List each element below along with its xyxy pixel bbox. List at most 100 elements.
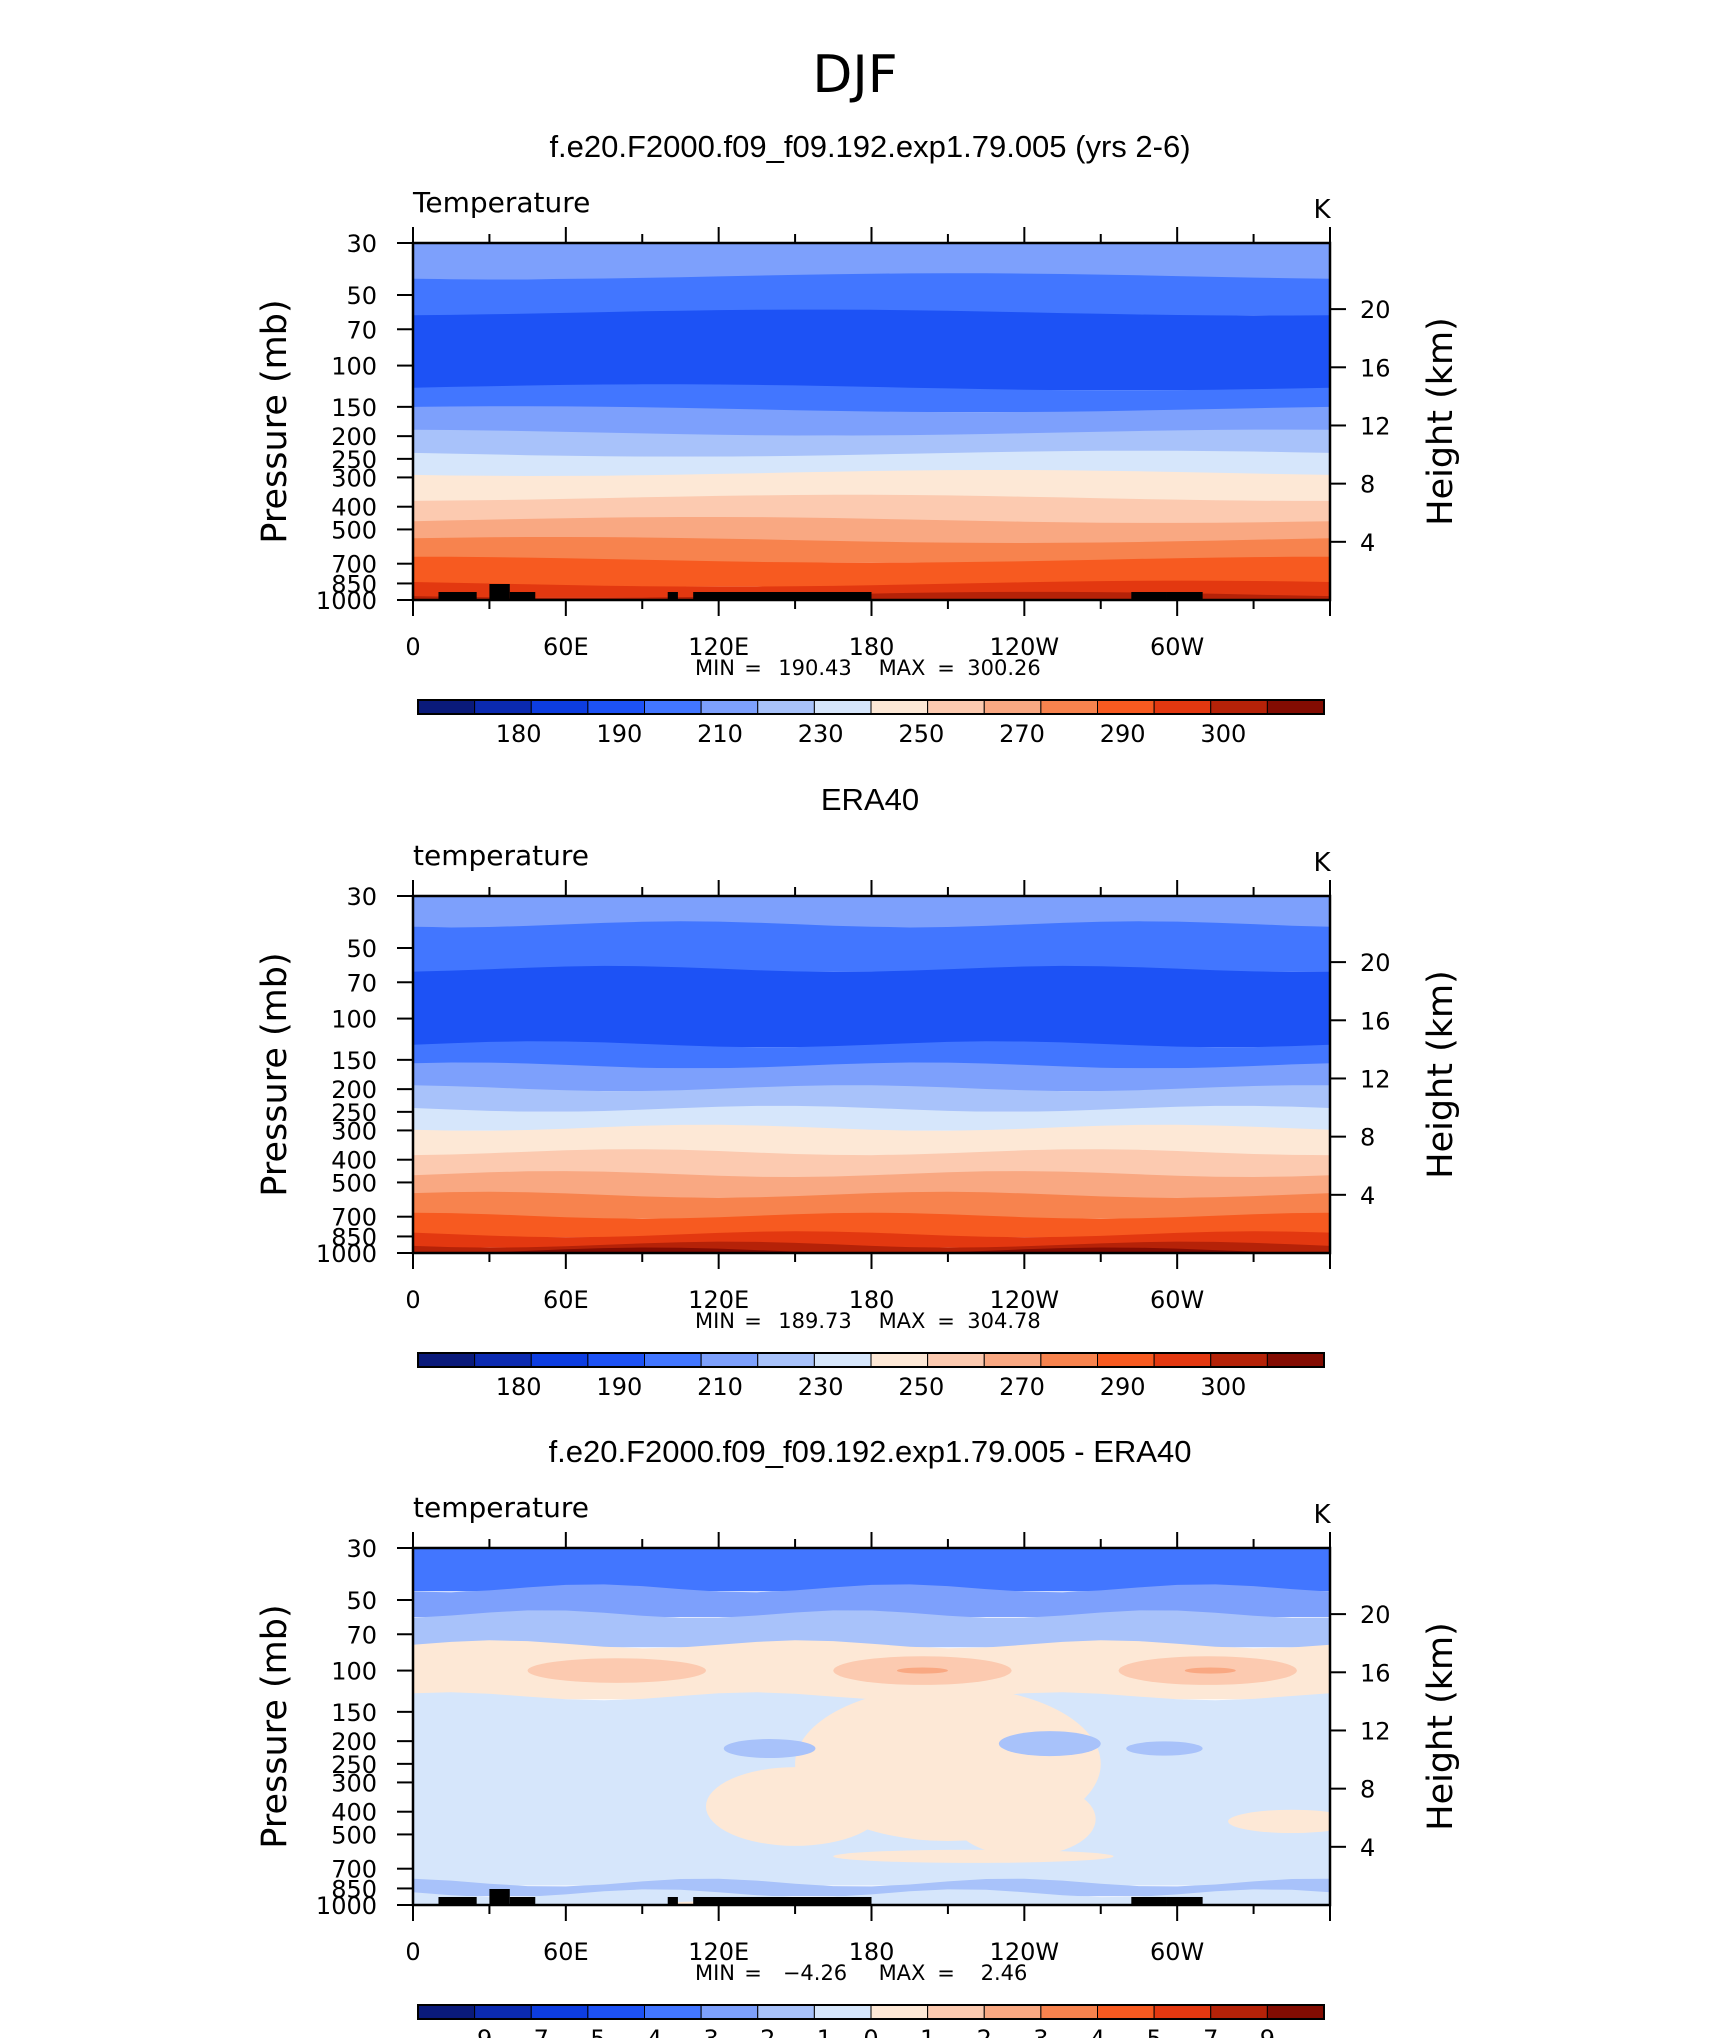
colorbar-swatch [1153,699,1212,715]
colorbar-swatch [927,699,985,715]
equals-sign: = [744,1309,762,1333]
y-tick-label: 850 [331,570,377,598]
colorbar-swatch [1040,1352,1098,1368]
equals-sign: = [937,1309,955,1333]
panel-3-difference: f.e20.F2000.f09_f09.192.exp1.79.005 - ER… [255,1434,1461,2038]
x-tick-label: 60W [1150,1286,1204,1314]
contour-band [413,517,1330,543]
colorbar-swatch [700,699,759,715]
x-tick-label: 180 [849,1938,895,1966]
topography-mask [489,584,510,600]
colorbar-swatch [1210,1352,1268,1368]
colorbar-swatch [474,2004,532,2020]
plot-area [413,243,1330,600]
colorbar-label: −9 [457,2025,492,2038]
y-tick-label: 50 [346,935,377,963]
colorbar-label: −1 [797,2025,832,2038]
colorbar-swatch [1153,2004,1212,2020]
max-value: 300.26 [967,656,1040,680]
x-tick-label: 180 [849,1286,895,1314]
max-label: MAX [879,1309,926,1333]
colorbar-swatch [1210,2004,1268,2020]
panel-title: ERA40 [821,782,919,817]
colorbar-label: 4 [1090,2025,1105,2038]
colorbar-swatch [1097,2004,1155,2020]
colorbar-swatch [1266,699,1325,715]
y2-tick-label: 12 [1360,1065,1391,1093]
y-tick-label: 700 [331,1204,377,1232]
contour-band [413,921,1330,972]
topography-mask [1166,1897,1203,1905]
y-tick-label: 150 [331,394,377,422]
contour-blob [705,1767,885,1846]
topography-mask [1131,592,1167,600]
topography-mask [438,1897,477,1905]
contour-band [413,1610,1330,1648]
equals-sign: = [744,656,762,680]
y2-tick-label: 12 [1360,412,1391,440]
colorbar-label: −4 [627,2025,662,2038]
y-tick-label: 50 [346,282,377,310]
contour-band [413,556,1330,587]
topography-mask [693,1897,872,1905]
max-value: 304.78 [967,1309,1040,1333]
colorbar-label: 270 [999,1373,1045,1401]
min-value: 189.73 [778,1309,851,1333]
colorbar-swatch [417,699,476,715]
colorbar-swatch [644,2004,702,2020]
topography-mask [509,592,536,600]
y-tick-label: 400 [331,1799,377,1827]
panel-2-era40: ERA40 temperature K 0 60E 120E 180 120W 60W 30 50 7… [255,782,1461,1401]
contour-blob [833,1849,1114,1863]
y-tick-label: 1000 [316,1892,377,1920]
y-tick-label: 1000 [316,587,377,615]
contour-band [413,1212,1330,1238]
colorbar-swatch [983,1352,1042,1368]
colorbar-swatch [474,1352,532,1368]
y-axis-title: Pressure (mb) [255,1604,295,1848]
colorbar-swatch [530,2004,589,2020]
colorbar-frame [417,699,1325,715]
x-tick-label: 120W [990,1286,1060,1314]
colorbar-swatch [927,2004,985,2020]
min-value: 190.43 [778,656,851,680]
contour-blob [1184,1667,1236,1674]
topography-mask [667,1897,678,1905]
colorbar-label: 250 [898,720,944,748]
colorbar-label: 190 [596,1373,642,1401]
colorbar-label: 290 [1100,1373,1146,1401]
colorbar-swatch [757,699,815,715]
y2-tick-label: 16 [1360,1659,1391,1687]
max-label: MAX [879,656,926,680]
x-tick-label: 60E [543,1286,589,1314]
contour-band [413,384,1330,413]
units-label: K [1313,195,1331,225]
x-tick-label: 0 [405,633,420,661]
y-tick-label: 400 [331,494,377,522]
colorbar-frame [417,2004,1325,2020]
x-tick-label: 120E [688,1938,749,1966]
colorbar-swatch [1097,699,1155,715]
contour-band [413,1085,1330,1112]
panel-title: f.e20.F2000.f09_f09.192.exp1.79.005 (yrs… [549,129,1190,164]
max-value: 2.46 [981,1961,1028,1985]
x-tick-label: 120W [990,633,1060,661]
contour-band [413,1041,1330,1069]
x-tick-label: 0 [405,1938,420,1966]
colorbar-label: 1 [920,2025,935,2038]
x-tick-label: 120E [688,1286,749,1314]
x-tick-label: 60E [543,633,589,661]
x-tick-label: 180 [849,633,895,661]
colorbar-swatch [870,2004,929,2020]
equals-sign: = [937,656,955,680]
y-tick-label: 300 [331,1769,377,1797]
colorbar-label: 180 [496,1373,542,1401]
y2-tick-label: 20 [1360,949,1391,977]
contour-band [413,1548,1330,1592]
contour-band [413,1247,1305,1253]
colorbar-label: 180 [496,720,542,748]
colorbar-swatch [644,699,702,715]
y-tick-label: 50 [346,1587,377,1615]
contour-band [413,429,1330,457]
